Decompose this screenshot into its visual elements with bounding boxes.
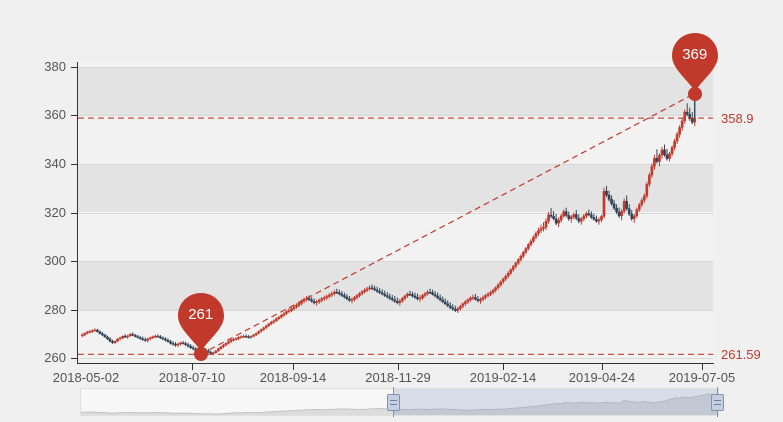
x-axis-tick (503, 364, 504, 370)
lower-threshold-label: 261.59 (721, 347, 761, 363)
y-axis-tick (71, 67, 77, 68)
plot-band (78, 163, 713, 213)
x-axis-tick (702, 364, 703, 370)
high-pin-marker[interactable]: 369 (666, 29, 724, 105)
gridline (78, 213, 713, 214)
y-axis-tick-label: 380 (44, 59, 66, 74)
x-axis-tick-label: 2019-04-24 (568, 370, 636, 385)
x-axis-tick-label: 2018-07-10 (158, 370, 226, 385)
gridline (78, 67, 713, 68)
y-axis-tick (71, 261, 77, 262)
y-axis-tick-label: 300 (44, 253, 66, 268)
low-pin-marker[interactable]: 261 (172, 289, 230, 365)
plot-band (78, 66, 713, 116)
gridline (78, 261, 713, 262)
x-axis-tick (192, 364, 193, 370)
y-axis-tick-label: 260 (44, 350, 66, 365)
gridline (78, 164, 713, 165)
y-axis-tick (71, 358, 77, 359)
gridline (78, 358, 713, 359)
y-axis-tick-label: 320 (44, 205, 66, 220)
gridline (78, 310, 713, 311)
y-axis-tick-label: 360 (44, 107, 66, 122)
pin-shape (177, 293, 224, 362)
navigator-right-handle[interactable] (711, 387, 724, 417)
y-axis-tick-label: 340 (44, 156, 66, 171)
y-axis-tick-label: 280 (44, 302, 66, 317)
navigator-left-grip-icon[interactable] (387, 394, 401, 411)
x-axis-tick-label: 2018-05-02 (52, 370, 120, 385)
pin-shape (671, 32, 718, 101)
x-axis-tick (602, 364, 603, 370)
range-navigator[interactable] (80, 387, 724, 417)
y-axis-tick (71, 310, 77, 311)
upper-threshold-label: 358.9 (721, 111, 754, 127)
x-axis-tick-label: 2018-09-14 (259, 370, 327, 385)
y-axis-tick (71, 164, 77, 165)
y-axis-tick (71, 213, 77, 214)
x-axis-line (78, 363, 714, 364)
y-axis-line (77, 62, 78, 364)
navigator-selection[interactable] (393, 389, 718, 415)
x-axis-tick (293, 364, 294, 370)
y-axis-tick (71, 115, 77, 116)
x-axis-tick-label: 2019-07-05 (668, 370, 736, 385)
x-axis-tick-label: 2019-02-14 (469, 370, 537, 385)
navigator-left-handle[interactable] (387, 387, 401, 417)
navigator-right-grip-icon[interactable] (711, 394, 724, 411)
x-axis-tick-label: 2018-11-29 (365, 370, 431, 385)
x-axis-tick (398, 364, 399, 370)
gridline (78, 115, 713, 116)
